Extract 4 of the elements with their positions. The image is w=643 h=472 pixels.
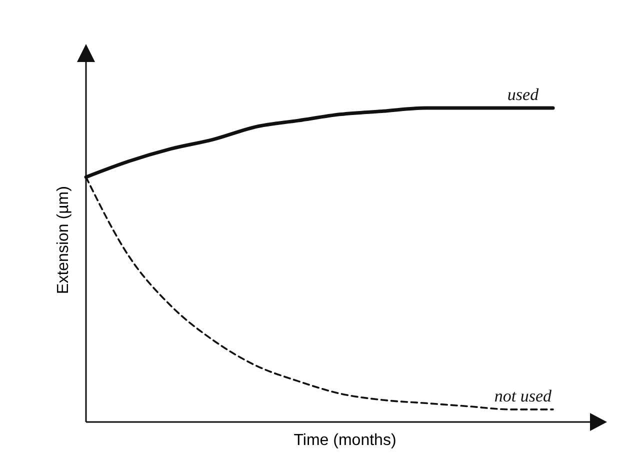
- series-label: not used: [494, 386, 552, 406]
- series-label: used: [507, 85, 540, 104]
- x-axis-title: Time (months): [294, 432, 396, 449]
- y-axis-title: Extension (µm): [55, 186, 72, 294]
